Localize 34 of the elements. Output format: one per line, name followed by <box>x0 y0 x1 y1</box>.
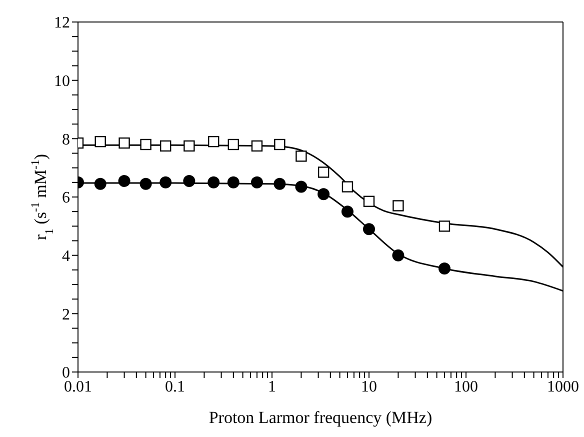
point <box>274 178 286 190</box>
y-tick-label: 8 <box>62 131 70 148</box>
y-tick-label: 2 <box>62 306 70 324</box>
y-tick-label: 4 <box>62 248 70 266</box>
point <box>118 174 130 187</box>
point <box>250 176 263 188</box>
point <box>208 176 220 188</box>
x-tick-label: 10 <box>361 378 377 396</box>
point <box>318 166 330 178</box>
point <box>341 206 354 218</box>
x-tick-label: 100 <box>454 378 478 396</box>
point <box>342 181 354 192</box>
point <box>296 150 307 162</box>
point <box>140 178 152 190</box>
point <box>274 138 286 150</box>
x-tick-label: 1 <box>268 378 276 396</box>
point <box>94 178 106 190</box>
x-tick-label: 1000 <box>547 378 579 396</box>
x-axis-title: Proton Larmor frequency (MHz) <box>208 408 432 427</box>
point <box>94 136 106 148</box>
point <box>140 138 152 150</box>
point <box>251 140 263 152</box>
point <box>118 137 130 149</box>
point <box>184 140 195 152</box>
point <box>363 223 375 236</box>
y-tick-label: 6 <box>62 190 70 207</box>
point <box>208 136 220 148</box>
point <box>363 196 375 207</box>
point <box>183 174 196 187</box>
x-tick-label: 0.1 <box>165 378 185 396</box>
point <box>295 180 308 193</box>
y-tick-label: 12 <box>54 14 70 32</box>
point <box>318 188 330 200</box>
y-tick-label: 10 <box>54 73 70 90</box>
